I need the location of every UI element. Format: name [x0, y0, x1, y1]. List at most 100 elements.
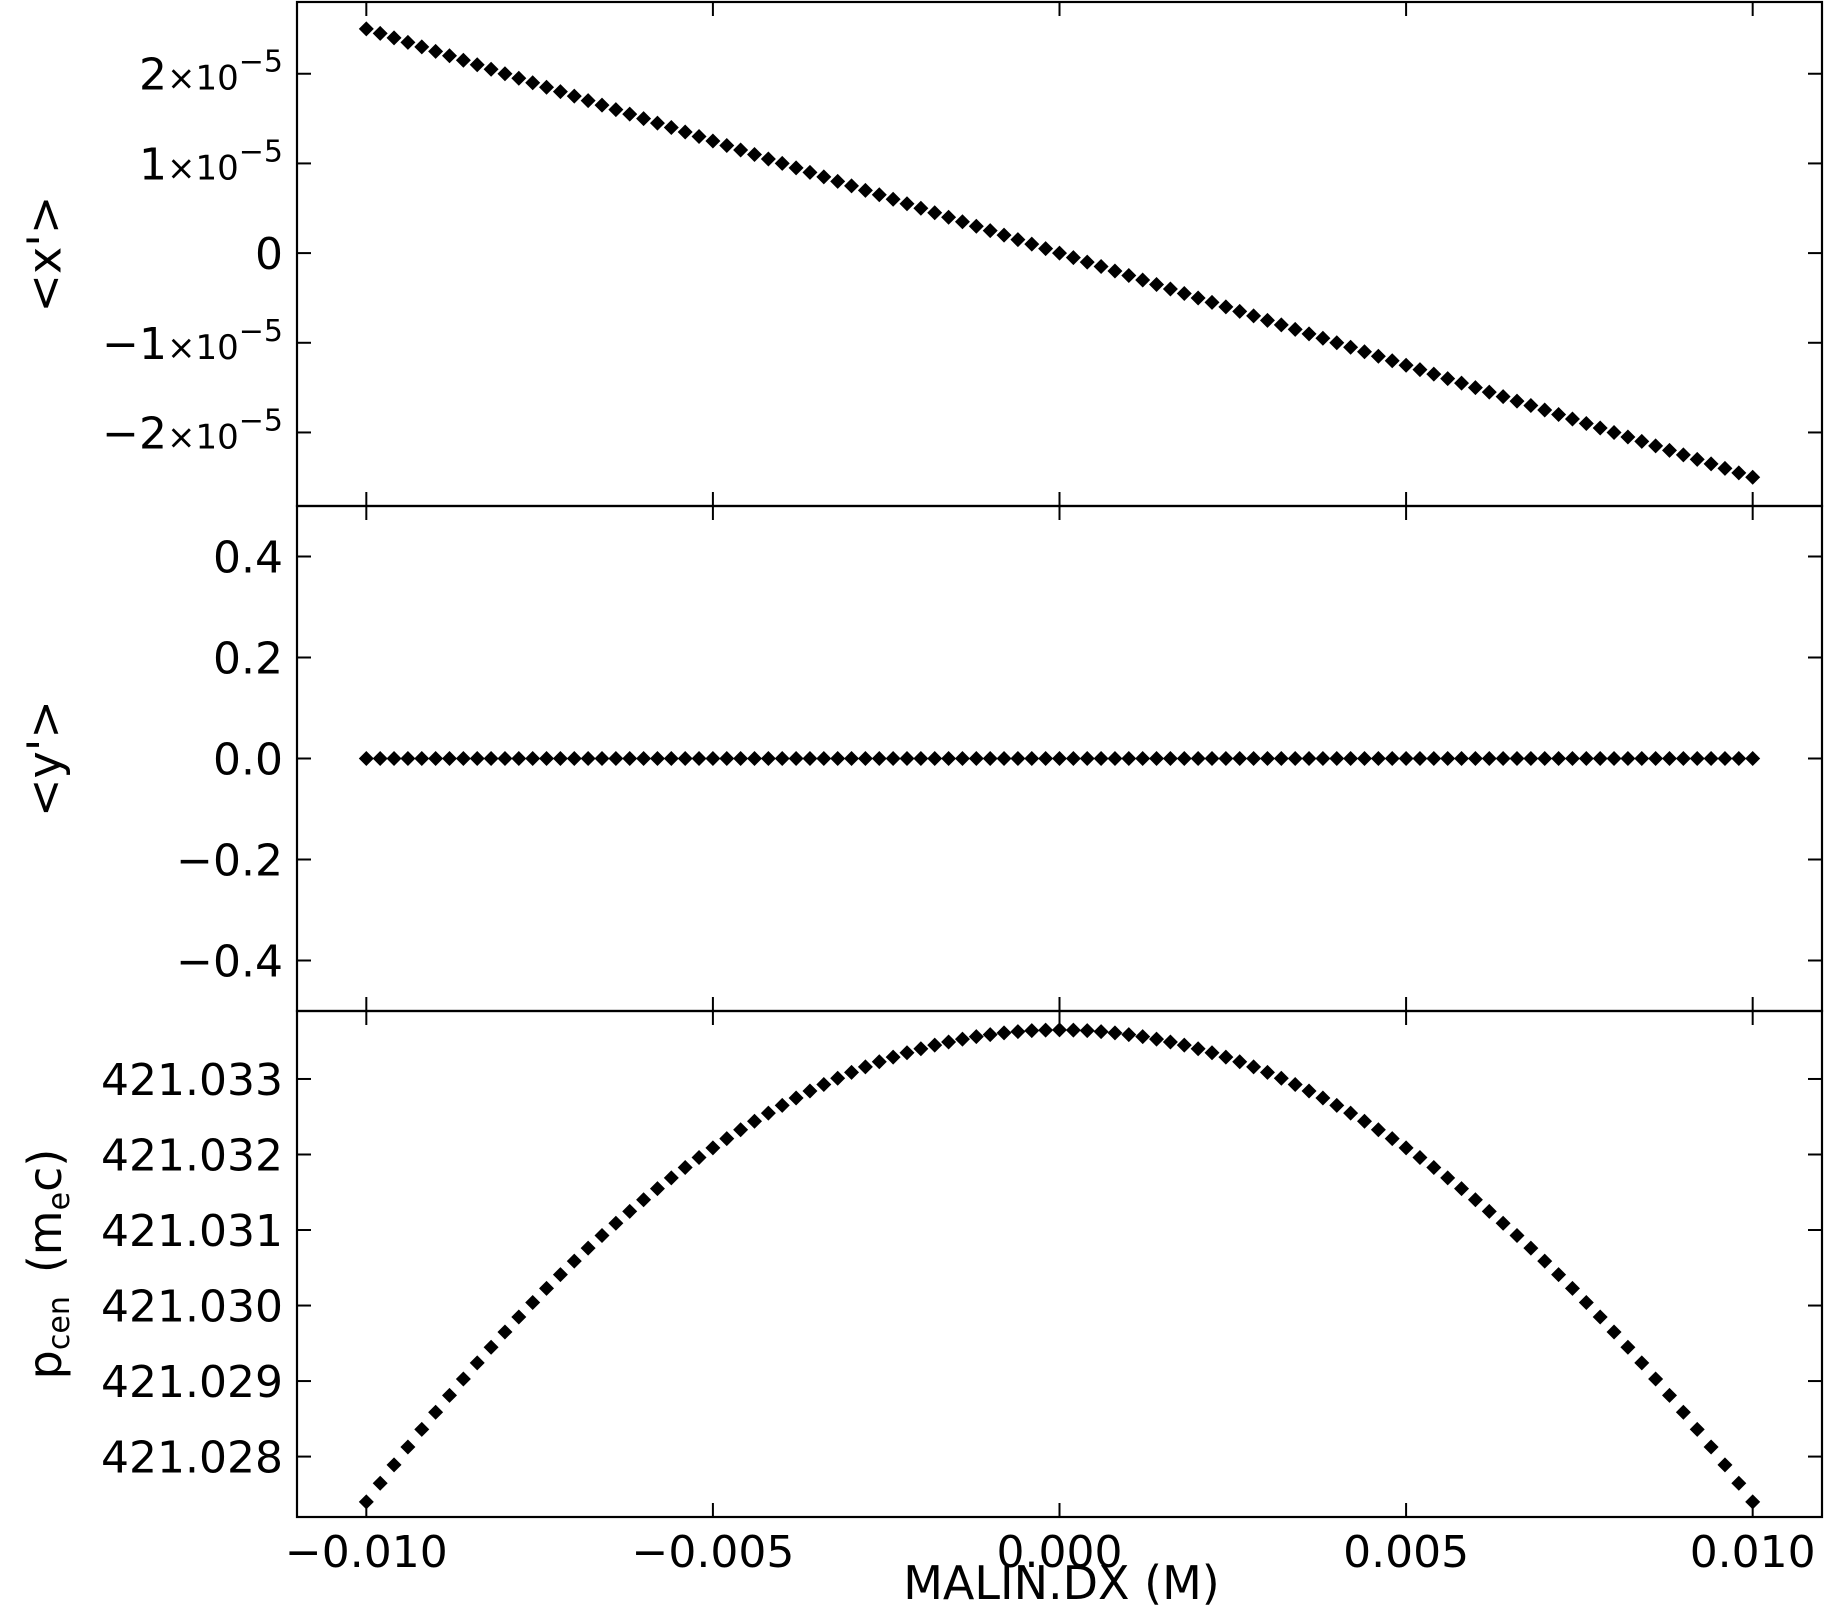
data-point [1149, 751, 1165, 766]
data-point [1606, 424, 1622, 440]
data-point [1079, 751, 1095, 766]
data-point [1232, 303, 1248, 319]
data-point [1301, 1083, 1317, 1099]
data-point [1162, 1034, 1178, 1050]
data-point [636, 111, 652, 127]
y-tick-label: 0.2 [213, 634, 283, 685]
data-point [539, 1280, 555, 1296]
x-tick-label: 0.000 [997, 1527, 1123, 1578]
data-point [511, 70, 527, 86]
data-point [1731, 465, 1747, 481]
data-point [1745, 1494, 1761, 1510]
data-point [1537, 751, 1553, 766]
data-point [469, 751, 485, 766]
data-point [455, 751, 471, 766]
data-point [1093, 1024, 1109, 1040]
data-point [816, 1076, 832, 1092]
data-point [1398, 1140, 1414, 1156]
data-point [1024, 236, 1040, 252]
data-point [497, 66, 513, 82]
y-tick-label: 421.032 [101, 1130, 283, 1181]
data-point [1495, 751, 1511, 766]
data-point [1620, 1339, 1636, 1355]
data-point [1509, 393, 1525, 409]
data-point [871, 1054, 887, 1070]
data-point [1662, 751, 1677, 766]
data-point [1162, 281, 1178, 297]
data-point [760, 751, 776, 766]
data-point [802, 751, 818, 766]
data-point [1564, 751, 1580, 766]
data-point [968, 218, 984, 234]
data-point [1370, 751, 1386, 766]
data-point [1190, 290, 1206, 306]
data-point [1246, 308, 1262, 324]
data-point [691, 751, 707, 766]
data-point [996, 751, 1012, 766]
data-point [622, 1203, 638, 1219]
data-point [1204, 294, 1220, 310]
data-point [414, 39, 430, 55]
data-point [1634, 1355, 1650, 1371]
data-point [1731, 1475, 1747, 1491]
data-point [844, 1064, 860, 1080]
data-point [1467, 1192, 1483, 1208]
data-point [1384, 1131, 1400, 1147]
data-point [1190, 751, 1206, 766]
data-point [649, 115, 665, 131]
data-point [885, 1049, 901, 1065]
data-point [996, 227, 1012, 243]
data-point [525, 75, 541, 91]
data-point [1038, 241, 1054, 257]
data-point [1329, 751, 1345, 766]
data-point [1675, 751, 1691, 766]
data-point [1523, 1240, 1539, 1256]
data-point [1454, 375, 1470, 391]
y-tick-label: 421.031 [101, 1206, 283, 1257]
y-tick-label: −2×10−5 [102, 403, 283, 459]
data-point [1703, 1439, 1719, 1455]
data-point [927, 205, 943, 221]
data-point [663, 1170, 679, 1186]
data-point [816, 751, 832, 766]
y-tick-label: 0 [255, 229, 283, 280]
data-point [1731, 751, 1747, 766]
data-point [1481, 1203, 1497, 1219]
data-point [760, 151, 776, 167]
data-point [663, 120, 679, 136]
data-point [1135, 1029, 1151, 1045]
data-point [719, 137, 735, 153]
data-point [539, 751, 555, 766]
data-point [1038, 751, 1054, 766]
data-point [1481, 751, 1497, 766]
data-point [1564, 1280, 1580, 1296]
data-point [982, 1027, 998, 1043]
x-tick-label: −0.005 [631, 1527, 794, 1578]
data-point [1703, 456, 1719, 472]
data-point [857, 182, 873, 198]
data-point [455, 52, 471, 68]
data-point [705, 1140, 721, 1156]
data-point [1218, 1049, 1234, 1065]
data-point [691, 1150, 707, 1166]
data-point [1287, 751, 1303, 766]
data-point [372, 25, 388, 41]
data-point [788, 751, 804, 766]
data-point [1024, 1023, 1040, 1039]
data-point [968, 751, 984, 766]
data-point [913, 751, 929, 766]
x-tick-label: 0.005 [1343, 1527, 1469, 1578]
data-point [1384, 353, 1400, 369]
data-point [1107, 263, 1123, 279]
data-point [1551, 407, 1567, 423]
data-point [400, 751, 416, 766]
y-axis-title: pcen (mec) [18, 1149, 77, 1380]
data-point [414, 1421, 430, 1437]
data-point [1481, 384, 1497, 400]
data-point [733, 142, 749, 158]
data-point [608, 1215, 624, 1231]
data-point [594, 751, 610, 766]
data-point [636, 751, 652, 766]
data-point [608, 102, 624, 118]
data-point [1564, 411, 1580, 427]
